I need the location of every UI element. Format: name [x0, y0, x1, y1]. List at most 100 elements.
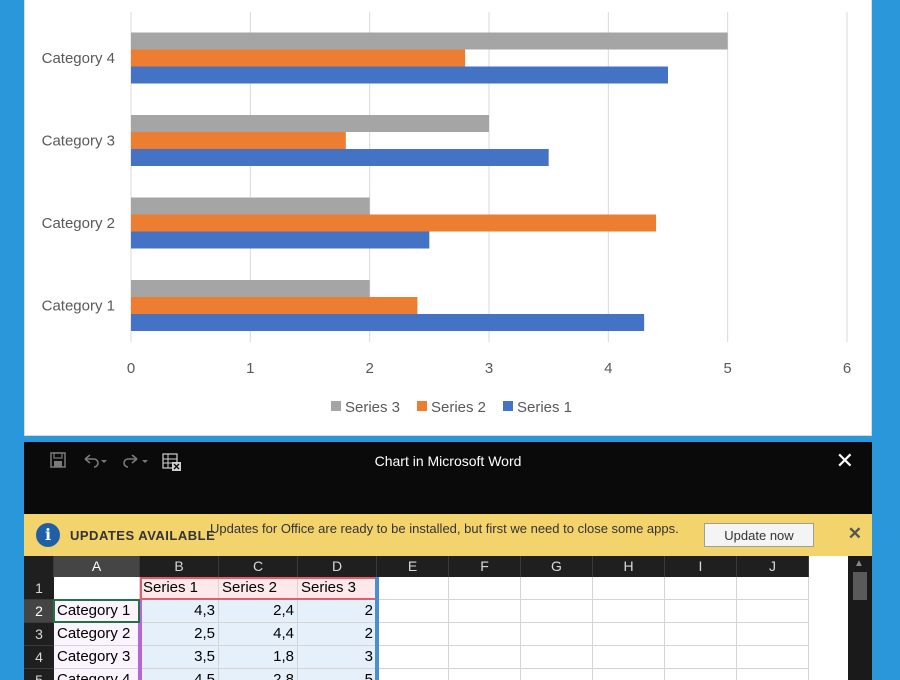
bar[interactable]	[131, 214, 657, 232]
scroll-up-icon[interactable]: ▲	[854, 558, 864, 569]
edit-data-icon[interactable]	[162, 452, 182, 477]
grid-cell[interactable]: Category 2	[54, 623, 140, 646]
grid-cell[interactable]: 2,5	[140, 623, 219, 646]
close-icon[interactable]: ✕	[835, 448, 854, 473]
window-title: Chart in Microsoft Word	[374, 453, 522, 469]
column-header-e[interactable]: E	[377, 556, 449, 577]
column-header-f[interactable]: F	[449, 556, 521, 577]
grid-cell[interactable]: Category 1	[54, 600, 140, 623]
bar[interactable]	[131, 32, 728, 50]
grid-cell[interactable]: 4,3	[140, 600, 219, 623]
grid-cell[interactable]	[377, 577, 449, 600]
grid-cell[interactable]: Category 3	[54, 646, 140, 669]
grid-cell[interactable]: Series 1	[140, 577, 219, 600]
grid-cell[interactable]	[377, 669, 449, 680]
grid-cell[interactable]: 4,5	[140, 669, 219, 680]
grid-cell[interactable]: Category 4	[54, 669, 140, 680]
updates-title: UPDATES AVAILABLE	[70, 528, 216, 543]
grid-cell[interactable]	[593, 623, 665, 646]
grid-cell[interactable]	[521, 600, 593, 623]
grid-cell[interactable]: Series 2	[219, 577, 298, 600]
grid-cell[interactable]	[665, 646, 737, 669]
grid-cell[interactable]	[449, 600, 521, 623]
chart-panel[interactable]: 0 1 2 3 4 5 6 Category 1 Category 2 Category 3 Cat…	[24, 0, 872, 436]
grid-cell[interactable]	[449, 669, 521, 680]
grid-cell[interactable]	[593, 646, 665, 669]
grid-cell[interactable]	[449, 646, 521, 669]
grid-cell[interactable]	[54, 577, 140, 600]
update-now-button[interactable]: Update now	[704, 523, 814, 547]
grid-cell[interactable]: 2,4	[219, 600, 298, 623]
grid-cell[interactable]: 1,8	[219, 646, 298, 669]
scroll-thumb[interactable]	[853, 572, 867, 600]
row-header-2[interactable]: 2	[24, 600, 54, 623]
grid-cell[interactable]	[377, 623, 449, 646]
grid-cell[interactable]	[449, 623, 521, 646]
grid-cell[interactable]	[737, 669, 809, 680]
legend-swatch	[417, 401, 427, 411]
category-label: Category 4	[42, 50, 115, 67]
column-header-a[interactable]: A	[54, 556, 140, 577]
bar[interactable]	[131, 231, 430, 249]
grid-cell[interactable]: 3,5	[140, 646, 219, 669]
column-header-g[interactable]: G	[521, 556, 593, 577]
vertical-scrollbar[interactable]: ▲	[848, 556, 872, 680]
bar[interactable]	[131, 280, 370, 297]
grid-cell[interactable]	[593, 600, 665, 623]
grid-cell[interactable]	[521, 623, 593, 646]
grid-cell[interactable]: 2	[298, 600, 377, 623]
grid-cell[interactable]	[593, 669, 665, 680]
grid-cell[interactable]	[377, 600, 449, 623]
grid-cell[interactable]	[665, 669, 737, 680]
grid-cell[interactable]	[737, 600, 809, 623]
grid-cell[interactable]: 3	[298, 646, 377, 669]
grid-cell[interactable]	[521, 577, 593, 600]
redo-icon[interactable]	[122, 452, 148, 473]
grid-cell[interactable]	[521, 669, 593, 680]
dismiss-update-icon[interactable]: ✕	[847, 524, 862, 543]
grid-cell[interactable]	[377, 646, 449, 669]
grid-cell[interactable]	[665, 623, 737, 646]
undo-icon[interactable]	[82, 452, 108, 473]
grid-cell[interactable]	[737, 646, 809, 669]
grid-cell[interactable]	[521, 646, 593, 669]
row-header-5[interactable]: 5	[24, 669, 54, 680]
bar[interactable]	[131, 149, 549, 166]
grid-cell[interactable]	[737, 623, 809, 646]
bar[interactable]	[131, 66, 668, 84]
grid-cell[interactable]	[665, 577, 737, 600]
grid-cell[interactable]: 5	[298, 669, 377, 680]
legend-label: Series 3	[345, 399, 400, 416]
select-all-corner[interactable]	[24, 556, 54, 577]
grid-cell[interactable]: 2	[298, 623, 377, 646]
column-header-h[interactable]: H	[593, 556, 665, 577]
row-header-3[interactable]: 3	[24, 623, 54, 646]
grid-cell[interactable]: 2,8	[219, 669, 298, 680]
info-icon: i	[36, 523, 60, 547]
grid-cell[interactable]: Series 3	[298, 577, 377, 600]
category-label: Category 2	[42, 215, 115, 232]
column-header-i[interactable]: I	[665, 556, 737, 577]
row-header-1[interactable]: 1	[24, 577, 54, 600]
bar[interactable]	[131, 297, 418, 314]
grid-cell[interactable]	[737, 577, 809, 600]
grid-cell[interactable]	[593, 577, 665, 600]
grid-cell[interactable]	[449, 577, 521, 600]
bar-chart[interactable]: 0 1 2 3 4 5 6 Category 1 Category 2 Category 3 Cat…	[25, 0, 873, 436]
bar[interactable]	[131, 132, 346, 149]
grid-cell[interactable]	[665, 600, 737, 623]
column-header-c[interactable]: C	[219, 556, 298, 577]
bar[interactable]	[131, 197, 370, 215]
bar[interactable]	[131, 115, 489, 132]
spreadsheet-grid[interactable]: A B C D E F G H I J 1 Series 1 Series 2 Series 3 2 Cate…	[24, 556, 872, 680]
bar[interactable]	[131, 49, 466, 67]
save-icon[interactable]	[50, 452, 66, 473]
grid-cell[interactable]: 4,4	[219, 623, 298, 646]
x-tick-label: 6	[843, 360, 851, 377]
column-header-d[interactable]: D	[298, 556, 377, 577]
bar[interactable]	[131, 314, 645, 331]
column-header-j[interactable]: J	[737, 556, 809, 577]
row-header-4[interactable]: 4	[24, 646, 54, 669]
category-label: Category 3	[42, 133, 115, 150]
column-header-b[interactable]: B	[140, 556, 219, 577]
